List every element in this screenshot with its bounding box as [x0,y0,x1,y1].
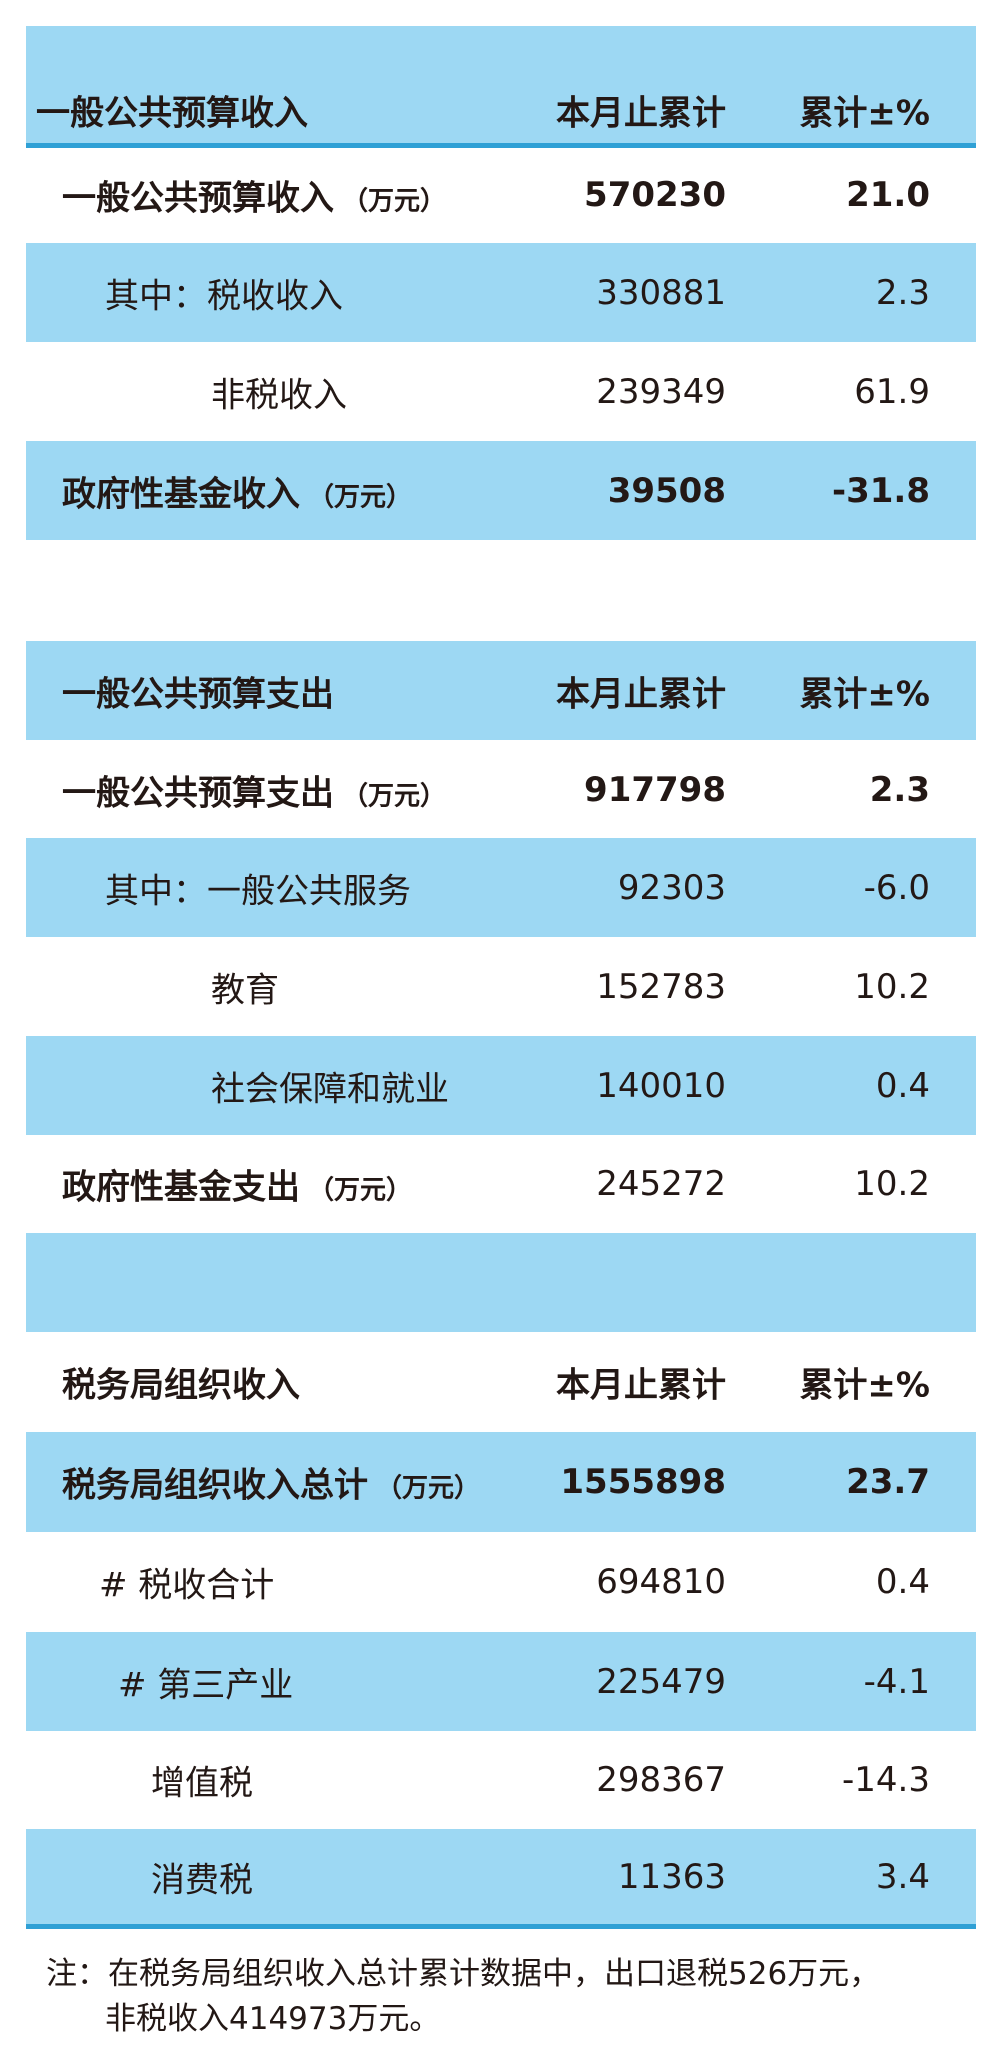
row-value: 152783 [596,966,726,1007]
row-label: 其中：一般公共服务 [105,871,411,911]
spacer-row [26,1233,976,1332]
row-pct: 0.4 [875,1562,930,1602]
table-row: # 第三产业 225479 -4.1 [26,1632,976,1731]
row-value: 92303 [617,867,726,908]
table-row: 一般公共预算收入 （万元） 570230 21.0 [26,147,976,243]
row-pct: 0.4 [875,1065,930,1106]
table-row: 一般公共预算支出 （万元） 917798 2.3 [26,740,976,839]
row-pct: 2.3 [869,769,930,810]
tax-bureau-header-row: 税务局组织收入 本月止累计 累计±% [26,1332,976,1432]
header-col-cumulative: 本月止累计 [556,1365,726,1406]
row-pct: -14.3 [842,1760,930,1800]
row-value: 239349 [596,371,726,412]
row-label: 一般公共预算收入 （万元） [62,178,447,219]
row-pct: 2.3 [875,272,930,313]
row-label: 税务局组织收入总计 （万元） [62,1465,481,1506]
row-label: # 税收合计 [99,1565,275,1606]
table-row: 其中：税收收入 330881 2.3 [26,243,976,342]
header-label: 一般公共预算收入 [36,93,308,134]
row-label: # 第三产业 [118,1665,294,1705]
row-pct: -4.1 [863,1661,930,1702]
table-row: 消费税 11363 3.4 [26,1829,976,1924]
row-value: 1555898 [560,1462,726,1502]
table-row: 政府性基金收入 （万元） 39508 -31.8 [26,441,976,540]
header-col-cumulative: 本月止累计 [556,93,726,134]
row-value: 298367 [596,1760,726,1800]
row-value: 140010 [596,1065,726,1106]
table-row: 政府性基金支出 （万元） 245272 10.2 [26,1134,976,1233]
row-pct: 10.2 [854,1163,930,1204]
footer-divider [26,1924,976,1929]
footnote-line-1: 注：在税务局组织收入总计累计数据中，出口退税526万元， [46,1956,881,1992]
table-row: 社会保障和就业 140010 0.4 [26,1036,976,1135]
row-pct: 23.7 [846,1462,930,1502]
row-label: 教育 [211,970,279,1010]
row-value: 245272 [596,1163,726,1204]
table-row: 教育 152783 10.2 [26,937,976,1036]
footnote-line-2: 非税收入414973万元。 [105,2001,441,2037]
table-row: 其中：一般公共服务 92303 -6.0 [26,838,976,937]
row-pct: 21.0 [846,175,930,215]
header-col-pct: 累计±% [799,93,930,134]
row-pct: 61.9 [854,371,930,412]
row-value: 694810 [596,1562,726,1602]
row-label: 一般公共预算支出 （万元） [62,773,447,813]
row-pct: -31.8 [832,470,930,511]
row-label: 增值税 [151,1763,253,1804]
row-value: 330881 [596,272,726,313]
expenditure-header-row: 一般公共预算支出 本月止累计 累计±% [26,641,976,740]
row-label: 其中：税收收入 [105,276,343,316]
row-label: 消费税 [151,1860,253,1900]
header-col-cumulative: 本月止累计 [556,674,726,714]
header-label: 一般公共预算支出 [62,674,334,714]
table-row: # 税收合计 694810 0.4 [26,1532,976,1632]
row-value: 225479 [596,1661,726,1702]
header-col-pct: 累计±% [799,1365,930,1406]
row-value: 570230 [584,175,726,215]
row-value: 11363 [617,1856,726,1897]
header-divider [26,143,976,148]
revenue-header-row: 一般公共预算收入 本月止累计 累计±% [26,26,976,143]
row-value: 39508 [607,470,726,511]
table-row: 增值税 298367 -14.3 [26,1731,976,1829]
row-label: 政府性基金支出 （万元） [62,1167,413,1207]
header-col-pct: 累计±% [799,674,930,714]
row-pct: -6.0 [863,867,930,908]
row-value: 917798 [584,769,726,810]
row-label: 社会保障和就业 [211,1069,449,1109]
row-label: 非税收入 [211,375,347,415]
row-label: 政府性基金收入 （万元） [62,474,413,514]
table-row: 税务局组织收入总计 （万元） 1555898 23.7 [26,1432,976,1532]
row-pct: 10.2 [854,966,930,1007]
table-row: 非税收入 239349 61.9 [26,342,976,441]
header-label: 税务局组织收入 [62,1365,300,1406]
row-pct: 3.4 [875,1856,930,1897]
